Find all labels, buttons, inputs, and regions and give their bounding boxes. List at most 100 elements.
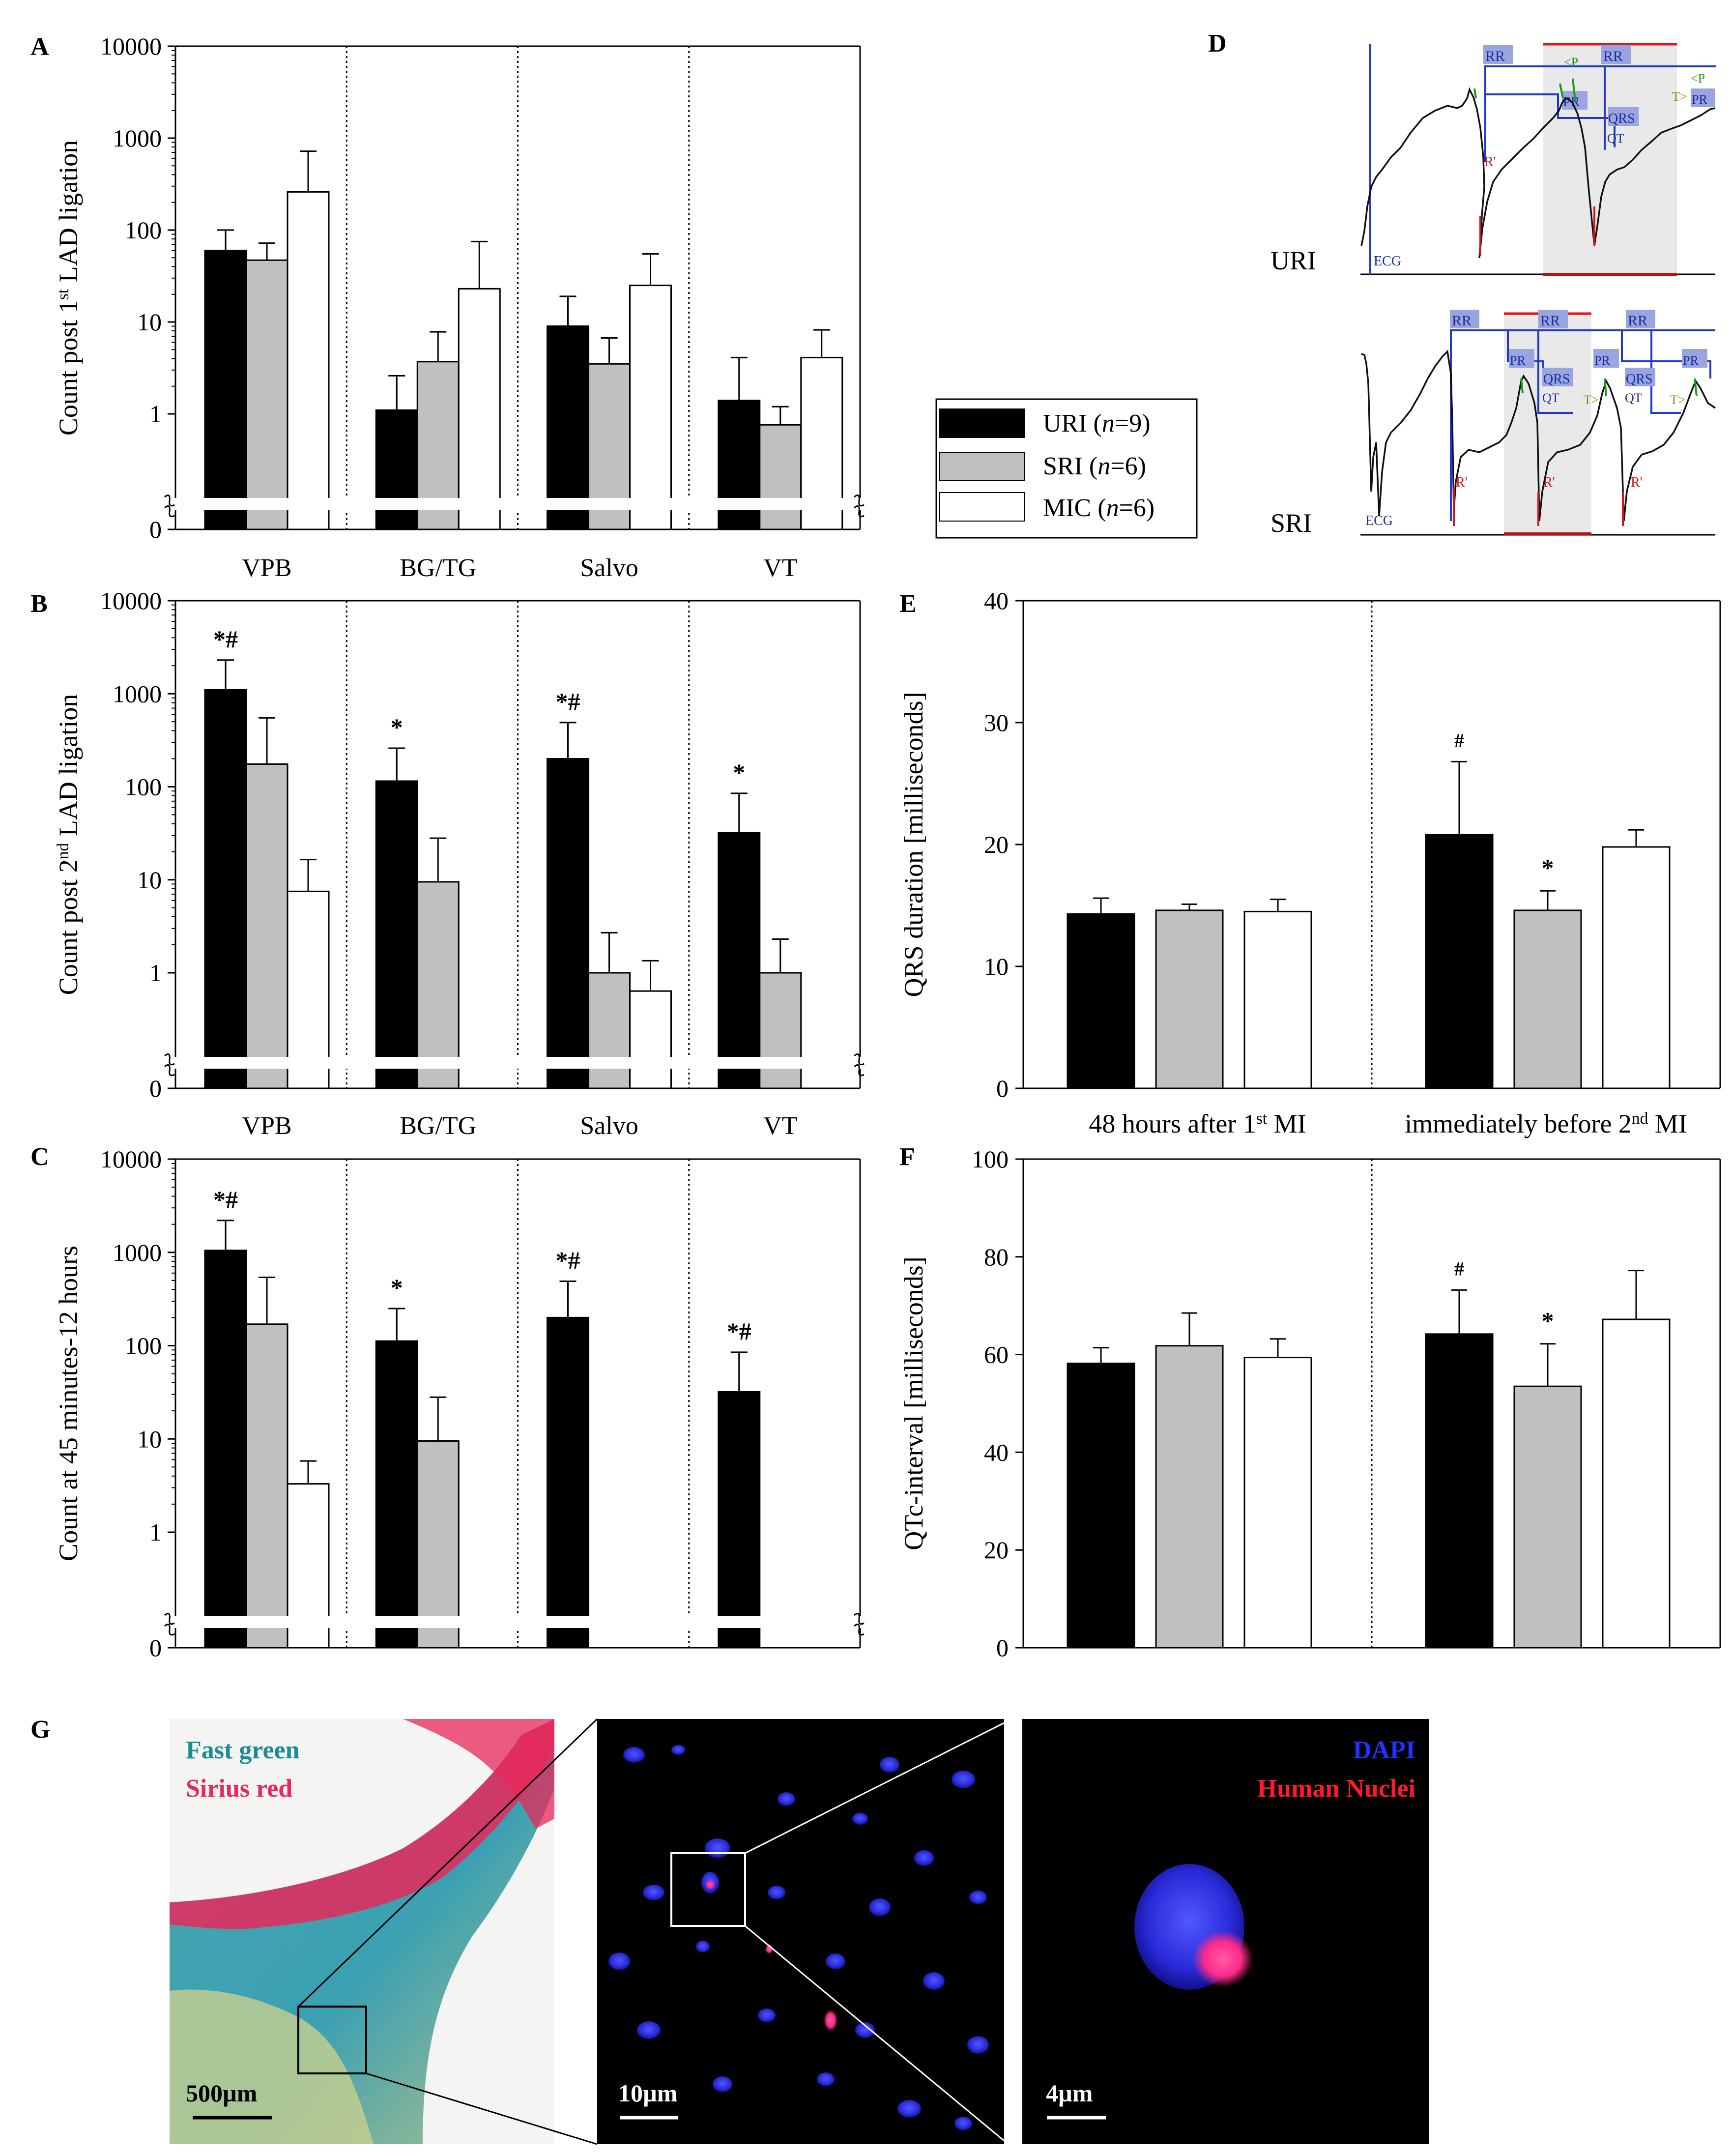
fluorescence-image-cell: DAPI Human Nuclei 4µm	[1022, 1719, 1429, 2144]
ecg-r-label: R'	[1484, 154, 1496, 170]
category-label: Salvo	[580, 554, 638, 582]
ecg-t-label: T>	[1584, 393, 1599, 407]
y-tick-label: 30	[984, 709, 1009, 736]
legend-swatch-mic	[939, 492, 1025, 522]
y-tick-label: 1000	[113, 1239, 162, 1266]
ecg-trace-sri: RR RR RR PR PR PR QRS QRS QT QT T> T> R'…	[1360, 310, 1716, 536]
significance-mark: *#	[727, 1317, 751, 1345]
axis-break	[165, 1057, 871, 1069]
panel-letter-a: A	[30, 33, 49, 61]
stain-label-sirius-red: Sirius red	[186, 1775, 292, 1803]
category-label: BG/TG	[400, 554, 476, 582]
y-tick-label: 40	[984, 587, 1009, 614]
ecg-qrs-label: QRS	[1626, 372, 1652, 387]
scale-bar-label: 10µm	[618, 2079, 677, 2107]
panel-letter-c: C	[30, 1143, 49, 1171]
bar-sri	[416, 881, 460, 1089]
category-label: immediately before 2nd MI	[1405, 1109, 1687, 1138]
legend: URI (n=9) SRI (n=6) MIC (n=6)	[935, 398, 1198, 539]
ecg-label-uri: URI	[1270, 246, 1316, 275]
ecg-panel: URI SRI RR RR PR QRS QT <P <P PR T> R' E…	[1270, 43, 1716, 538]
ecg-pr-label: PR	[1594, 353, 1610, 368]
y-tick-label: 40	[984, 1438, 1009, 1466]
histology-image-stain: Fast green Sirius red 500µm	[170, 1719, 554, 2144]
significance-mark: *#	[213, 625, 238, 653]
y-axis-label: Count at 45 minutes-12 hours	[54, 1246, 83, 1561]
bar-mic	[1243, 1357, 1312, 1649]
legend-label-mic: MIC (n=6)	[1043, 494, 1155, 522]
axis-break-mark	[854, 494, 865, 518]
y-tick-label: 0	[149, 1075, 162, 1102]
significance-mark: #	[1454, 729, 1464, 751]
panel-letter-f: F	[899, 1143, 915, 1171]
panel-letter-b: B	[30, 590, 48, 618]
bar-sri	[245, 1323, 289, 1649]
y-tick-label: 100	[125, 773, 162, 801]
bar-uri	[547, 1316, 589, 1649]
y-tick-label: 0	[996, 1634, 1009, 1661]
y-tick-label: 20	[984, 1536, 1009, 1564]
legend-label-uri: URI (n=9)	[1043, 409, 1151, 437]
y-tick-label: 100	[125, 1332, 162, 1360]
panel-letter-g: G	[30, 1716, 50, 1744]
y-tick-label: 0	[149, 1634, 162, 1661]
y-tick-label: 20	[984, 831, 1009, 858]
y-tick-label: 1000	[113, 680, 162, 707]
ecg-pr-label: PR	[1683, 353, 1699, 368]
ecg-p-label: <P	[1564, 55, 1578, 69]
histology-panel: Fast green Sirius red 500µm 10µm DAPI Hu…	[170, 1718, 1429, 2145]
significance-mark: *	[391, 1274, 403, 1301]
ecg-rr-label: RR	[1452, 313, 1472, 329]
bar-mic	[1602, 846, 1671, 1089]
chart-e: 40 30 20 10 0 # * 48 hours after 1st MI immediat…	[899, 587, 1721, 1138]
y-tick-label: 10000	[100, 32, 162, 60]
significance-mark: *	[1542, 1307, 1554, 1335]
bar-sri	[588, 972, 631, 1089]
ecg-rr-label: RR	[1540, 313, 1560, 329]
zoom-box-cell	[670, 1852, 746, 1927]
bar-mic	[1243, 910, 1312, 1089]
y-tick-label: 0	[996, 1075, 1009, 1102]
axis-break-mark	[854, 1612, 865, 1636]
legend-label-sri: SRI (n=6)	[1043, 452, 1146, 480]
bar-uri	[1425, 834, 1494, 1089]
ecg-rr-label: RR	[1485, 48, 1505, 64]
panel-letter-d: D	[1208, 29, 1227, 58]
fluorescence-image-wide: 10µm	[597, 1719, 1004, 2144]
ecg-trace-uri: RR RR PR QRS QT <P <P PR T> R' ECG	[1360, 43, 1716, 276]
category-label: Salvo	[580, 1112, 638, 1140]
significance-mark: *#	[556, 688, 580, 715]
bar-uri	[1067, 1362, 1135, 1649]
y-tick-label: 10	[984, 953, 1009, 980]
fluor-label-dapi: DAPI	[1353, 1736, 1415, 1764]
ecg-rr-label: RR	[1603, 48, 1623, 64]
significance-mark: *	[1542, 854, 1554, 881]
y-tick-label: 60	[984, 1341, 1009, 1369]
bar-uri	[204, 689, 247, 1089]
ecg-t-label: T>	[1672, 89, 1687, 104]
bar-mic	[629, 285, 672, 530]
bar-mic	[287, 191, 330, 530]
y-tick-label: 10	[137, 308, 162, 336]
category-label: VPB	[242, 1112, 291, 1140]
ecg-qt-label: QT	[1607, 131, 1624, 146]
bar-uri	[1425, 1333, 1494, 1649]
panel-letter-e: E	[899, 590, 917, 618]
y-axis-label: QTc-interval [milliseconds]	[899, 1256, 928, 1550]
ecg-pr-label: PR	[1692, 92, 1707, 107]
y-tick-label: 100	[125, 216, 162, 244]
y-tick-label: 1	[149, 1518, 162, 1546]
ecg-pr-label: PR	[1510, 353, 1526, 368]
ecg-t-label: T>	[1670, 393, 1685, 407]
category-label: VT	[763, 554, 797, 582]
bar-uri	[718, 1391, 761, 1649]
axis-break-mark	[164, 1053, 175, 1077]
axis-break-mark	[854, 1053, 865, 1077]
y-axis-label: QRS duration [milliseconds]	[899, 692, 928, 997]
axis-break-mark	[164, 494, 175, 518]
significance-mark: #	[1454, 1257, 1464, 1280]
ecg-lead-label: ECG	[1374, 254, 1401, 269]
bar-mic	[629, 990, 672, 1089]
chart-b: 1000010001001010*#VPB*BG/TG*#Salvo*VTCou…	[54, 587, 871, 1140]
